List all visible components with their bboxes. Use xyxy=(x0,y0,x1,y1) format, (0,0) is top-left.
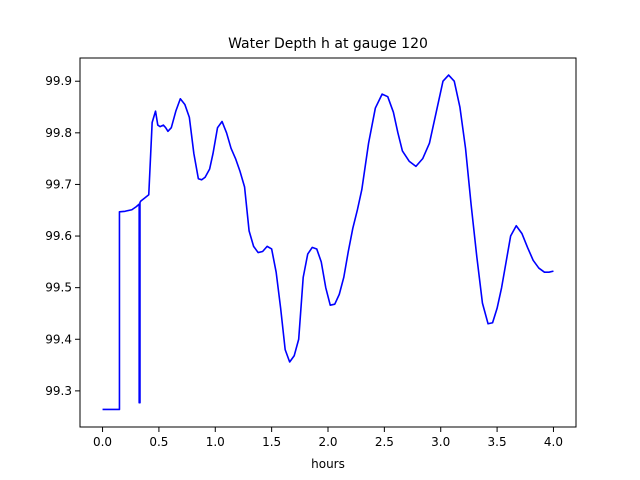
y-tick-label: 99.9 xyxy=(45,74,72,88)
x-tick-label: 0.0 xyxy=(93,435,112,449)
y-tick-label: 99.7 xyxy=(45,177,72,191)
x-tick-label: 3.0 xyxy=(431,435,450,449)
series-line xyxy=(102,74,554,411)
x-tick-label: 0.5 xyxy=(149,435,168,449)
x-tick-label: 2.0 xyxy=(318,435,337,449)
x-axis-label: hours xyxy=(311,457,345,471)
y-tick-label: 99.8 xyxy=(45,126,72,140)
y-tick-label: 99.5 xyxy=(45,281,72,295)
x-tick-label: 1.0 xyxy=(206,435,225,449)
chart-title: Water Depth h at gauge 120 xyxy=(228,36,428,52)
x-axis: 0.0 0.5 1.0 1.5 2.0 2.5 3.0 3.5 4.0 xyxy=(93,427,563,449)
x-tick-label: 2.5 xyxy=(375,435,394,449)
series-layer xyxy=(102,74,554,411)
y-tick-label: 99.4 xyxy=(45,332,72,346)
x-tick-label: 3.5 xyxy=(488,435,507,449)
y-tick-label: 99.3 xyxy=(45,384,72,398)
x-tick-label: 1.5 xyxy=(262,435,281,449)
y-axis: 99.3 99.4 99.5 99.6 99.7 99.8 99.9 xyxy=(45,74,80,398)
x-tick-label: 4.0 xyxy=(544,435,563,449)
y-tick-label: 99.6 xyxy=(45,229,72,243)
